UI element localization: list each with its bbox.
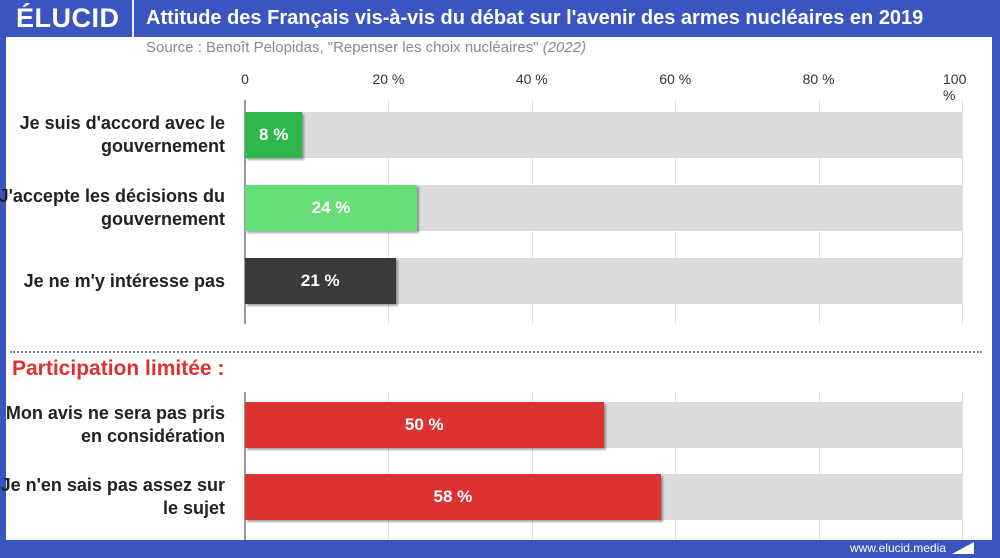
gridline <box>388 392 390 540</box>
section-label: Participation limitée : <box>12 357 225 380</box>
category-label: Mon avis ne sera pas pris en considérati… <box>5 403 225 446</box>
x-tick-label: 80 % <box>802 71 835 87</box>
source-year: (2022) <box>542 39 587 56</box>
elucid-logo: ÉLUCID <box>16 3 120 33</box>
bar: 58 % <box>245 474 661 520</box>
gridline <box>962 392 963 540</box>
gridline <box>962 100 963 324</box>
flag-icon <box>952 542 974 554</box>
gridline <box>818 392 820 540</box>
category-label: Je n'en sais pas assez sur le sujet <box>0 475 225 518</box>
source-text: Source : Benoît Pelopidas, "Repenser les… <box>146 39 543 56</box>
gridline <box>675 392 677 540</box>
header-divider <box>132 0 134 37</box>
bar: 8 % <box>245 112 303 158</box>
bar-track <box>245 112 962 158</box>
bar: 24 % <box>245 185 418 231</box>
category-label: J'accepte les décisions du gouvernement <box>0 186 225 229</box>
x-tick-label: 0 <box>241 71 249 87</box>
x-tick-label: 100 % <box>943 71 967 103</box>
gridline <box>531 392 533 540</box>
y-axis-line <box>244 392 246 540</box>
x-tick-label: 60 % <box>659 71 692 87</box>
source-note: Source : Benoît Pelopidas, "Repenser les… <box>146 39 586 56</box>
section-divider <box>10 351 982 353</box>
bar: 50 % <box>245 402 604 448</box>
category-label: Je ne m'y intéresse pas <box>23 270 225 291</box>
chart-title: Attitude des Français vis-à-vis du débat… <box>146 7 924 29</box>
footer-url[interactable]: www.elucid.media <box>849 541 946 555</box>
x-tick-label: 20 % <box>372 71 405 87</box>
category-label: Je suis d'accord avec le gouvernement <box>19 113 225 156</box>
x-tick-label: 40 % <box>515 71 548 87</box>
bar: 21 % <box>245 258 396 304</box>
